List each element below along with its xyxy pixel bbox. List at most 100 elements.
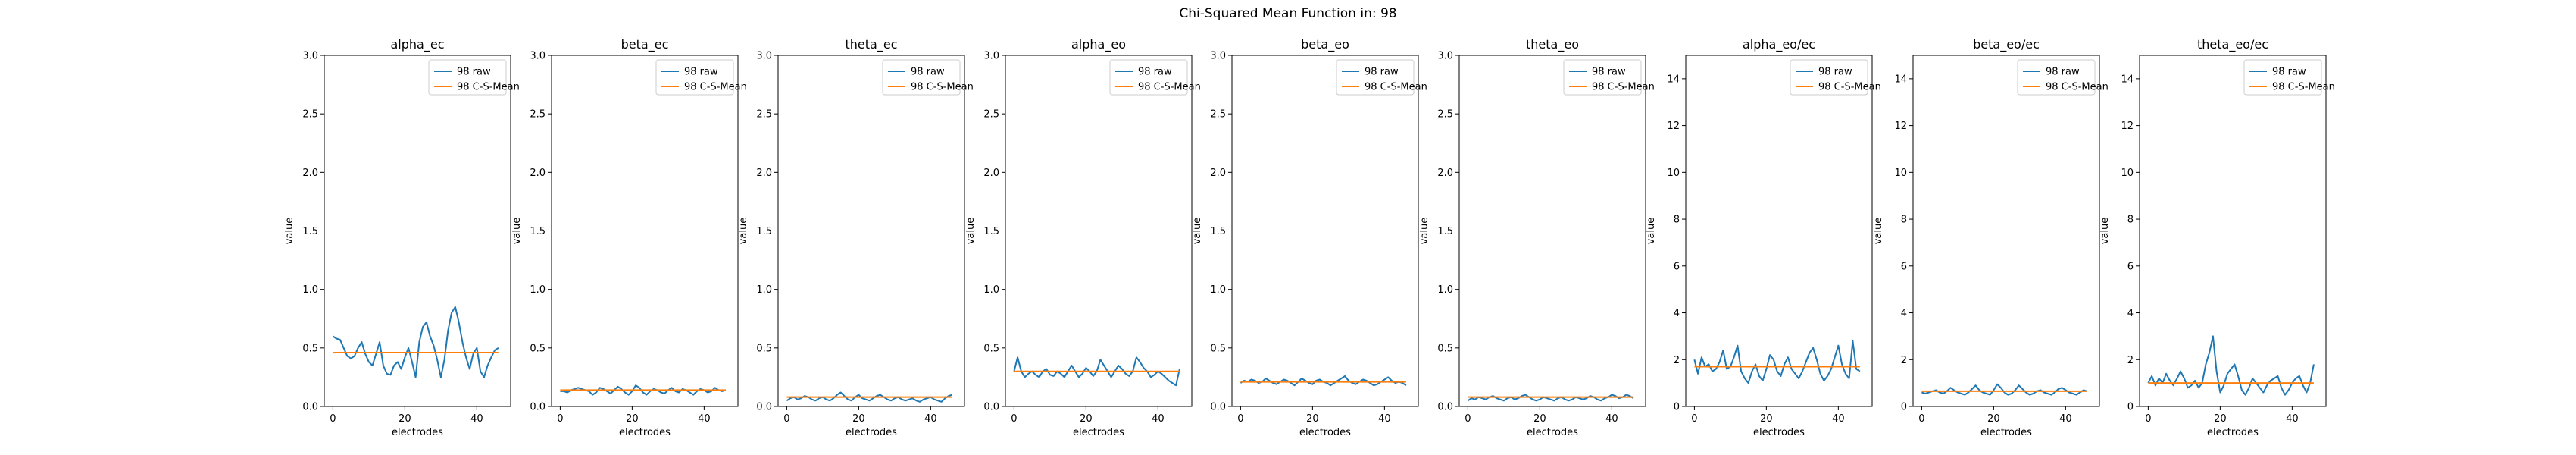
y-tick-label: 8 <box>1901 215 1907 226</box>
legend: 98 raw 98 C-S-Mean <box>428 59 520 96</box>
y-tick-label: 2.5 <box>530 109 546 121</box>
subplot-5: beta_eo 0.0 0.5 1.0 1.5 2.0 2.5 3.0 0 20 40 electro… <box>1192 37 1427 438</box>
series-line-raw <box>332 306 499 378</box>
y-tick-label: 2 <box>1674 355 1680 366</box>
y-tick-label: 1.5 <box>1210 226 1226 237</box>
axes-frame <box>1912 55 2100 407</box>
x-axis-label: electrodes <box>1299 427 1351 438</box>
subplot-3: theta_ec 0.0 0.5 1.0 1.5 2.0 2.5 3.0 0 20 40 electr… <box>738 37 974 438</box>
y-tick-label: 1.5 <box>302 226 318 237</box>
x-tick-label: 40 <box>1152 413 1165 425</box>
y-tick-label: 0.5 <box>302 343 318 354</box>
subplot-title: theta_eo <box>1526 37 1579 52</box>
axes-frame <box>1005 55 1193 407</box>
legend-entry-mean: 98 C-S-Mean <box>1592 82 1655 93</box>
y-tick-label: 12 <box>1667 121 1680 132</box>
subplot-title: beta_eo <box>1301 37 1349 52</box>
y-tick-label: 14 <box>1894 74 1907 85</box>
x-tick-label: 0 <box>1918 413 1924 425</box>
y-tick-label: 3.0 <box>756 51 772 62</box>
legend-entry-mean: 98 C-S-Mean <box>911 82 974 93</box>
x-axis-label: electrodes <box>1753 427 1805 438</box>
y-tick-label: 0.5 <box>1210 343 1226 354</box>
subplot-title: theta_ec <box>846 37 898 52</box>
y-tick-label: 12 <box>1894 121 1907 132</box>
x-tick-label: 0 <box>557 413 563 425</box>
y-tick-label: 8 <box>1674 215 1680 226</box>
x-tick-label: 40 <box>1832 413 1845 425</box>
x-tick-label: 40 <box>470 413 483 425</box>
series-line-raw <box>786 391 953 403</box>
x-tick-label: 20 <box>1987 413 2000 425</box>
x-tick-label: 0 <box>2145 413 2151 425</box>
subplot-1: alpha_ec 0.0 0.5 1.0 1.5 2.0 2.5 3.0 0 20 40 electr… <box>284 37 520 438</box>
y-tick-label: 1.0 <box>302 284 318 296</box>
x-tick-label: 20 <box>852 413 865 425</box>
legend: 98 raw 98 C-S-Mean <box>2243 59 2335 96</box>
y-tick-label: 2.0 <box>756 168 772 179</box>
legend-entry-raw: 98 raw <box>2272 67 2306 78</box>
y-tick-label: 2 <box>2127 355 2134 366</box>
x-axis-label: electrodes <box>1527 427 1578 438</box>
x-tick-label: 40 <box>2059 413 2072 425</box>
x-tick-label: 20 <box>1080 413 1093 425</box>
y-tick-label: 0.0 <box>1210 402 1226 413</box>
x-axis-label: electrodes <box>846 427 897 438</box>
y-tick-label: 2.5 <box>1210 109 1226 121</box>
legend-entry-mean: 98 C-S-Mean <box>2046 82 2109 93</box>
subplot-title: alpha_ec <box>391 37 445 52</box>
x-tick-label: 20 <box>1306 413 1319 425</box>
y-tick-label: 8 <box>2127 215 2134 226</box>
x-tick-label: 0 <box>783 413 789 425</box>
y-tick-label: 0.5 <box>756 343 772 354</box>
y-tick-label: 10 <box>1894 168 1907 179</box>
subplot-9: theta_eo/ec 0 2 4 6 8 10 12 14 0 20 40 electrodes val… <box>2099 37 2335 438</box>
y-axis-label: value <box>284 218 295 245</box>
y-tick-label: 2.0 <box>302 168 318 179</box>
legend-entry-mean: 98 C-S-Mean <box>457 82 520 93</box>
subplot-title: alpha_eo <box>1071 37 1126 52</box>
x-tick-label: 0 <box>1237 413 1243 425</box>
x-tick-label: 40 <box>1378 413 1391 425</box>
y-tick-label: 0.0 <box>302 402 318 413</box>
y-tick-label: 3.0 <box>1210 51 1226 62</box>
y-tick-label: 1.0 <box>1437 284 1453 296</box>
y-axis-label: value <box>1873 218 1884 245</box>
y-tick-label: 4 <box>1901 308 1907 319</box>
y-tick-label: 3.0 <box>530 51 546 62</box>
legend-entry-raw: 98 raw <box>1818 67 1852 78</box>
y-tick-label: 2.0 <box>530 168 546 179</box>
y-tick-label: 4 <box>1674 308 1680 319</box>
subplot-8: beta_eo/ec 0 2 4 6 8 10 12 14 0 20 40 electrodes valu… <box>1873 37 2109 438</box>
legend-entry-raw: 98 raw <box>457 67 491 78</box>
legend: 98 raw 98 C-S-Mean <box>1563 59 1655 96</box>
y-tick-label: 2.5 <box>1437 109 1453 121</box>
legend-entry-raw: 98 raw <box>1592 67 1626 78</box>
y-tick-label: 10 <box>1667 168 1680 179</box>
y-tick-label: 0 <box>1674 402 1680 413</box>
y-tick-label: 0.0 <box>530 402 546 413</box>
y-tick-label: 6 <box>2127 261 2134 272</box>
y-tick-label: 14 <box>1667 74 1680 85</box>
y-tick-label: 12 <box>2121 121 2134 132</box>
y-tick-label: 2 <box>1901 355 1907 366</box>
y-tick-label: 0.5 <box>983 343 999 354</box>
x-axis-label: electrodes <box>1073 427 1124 438</box>
y-tick-label: 2.5 <box>983 109 999 121</box>
series-line-raw <box>1921 383 2088 396</box>
subplot-title: beta_eo/ec <box>1973 37 2040 52</box>
legend-entry-raw: 98 raw <box>1138 67 1172 78</box>
series-line-raw <box>1693 340 1861 384</box>
legend: 98 raw 98 C-S-Mean <box>1336 59 1427 96</box>
x-axis-label: electrodes <box>1980 427 2032 438</box>
y-tick-label: 3.0 <box>1437 51 1453 62</box>
y-tick-label: 10 <box>2121 168 2134 179</box>
y-axis-label: value <box>511 218 523 245</box>
y-tick-label: 6 <box>1901 261 1907 272</box>
legend-entry-raw: 98 raw <box>684 67 718 78</box>
y-tick-label: 3.0 <box>302 51 318 62</box>
legend-entry-mean: 98 C-S-Mean <box>1365 82 1427 93</box>
y-tick-label: 1.5 <box>756 226 772 237</box>
subplot-title: beta_ec <box>621 37 669 52</box>
